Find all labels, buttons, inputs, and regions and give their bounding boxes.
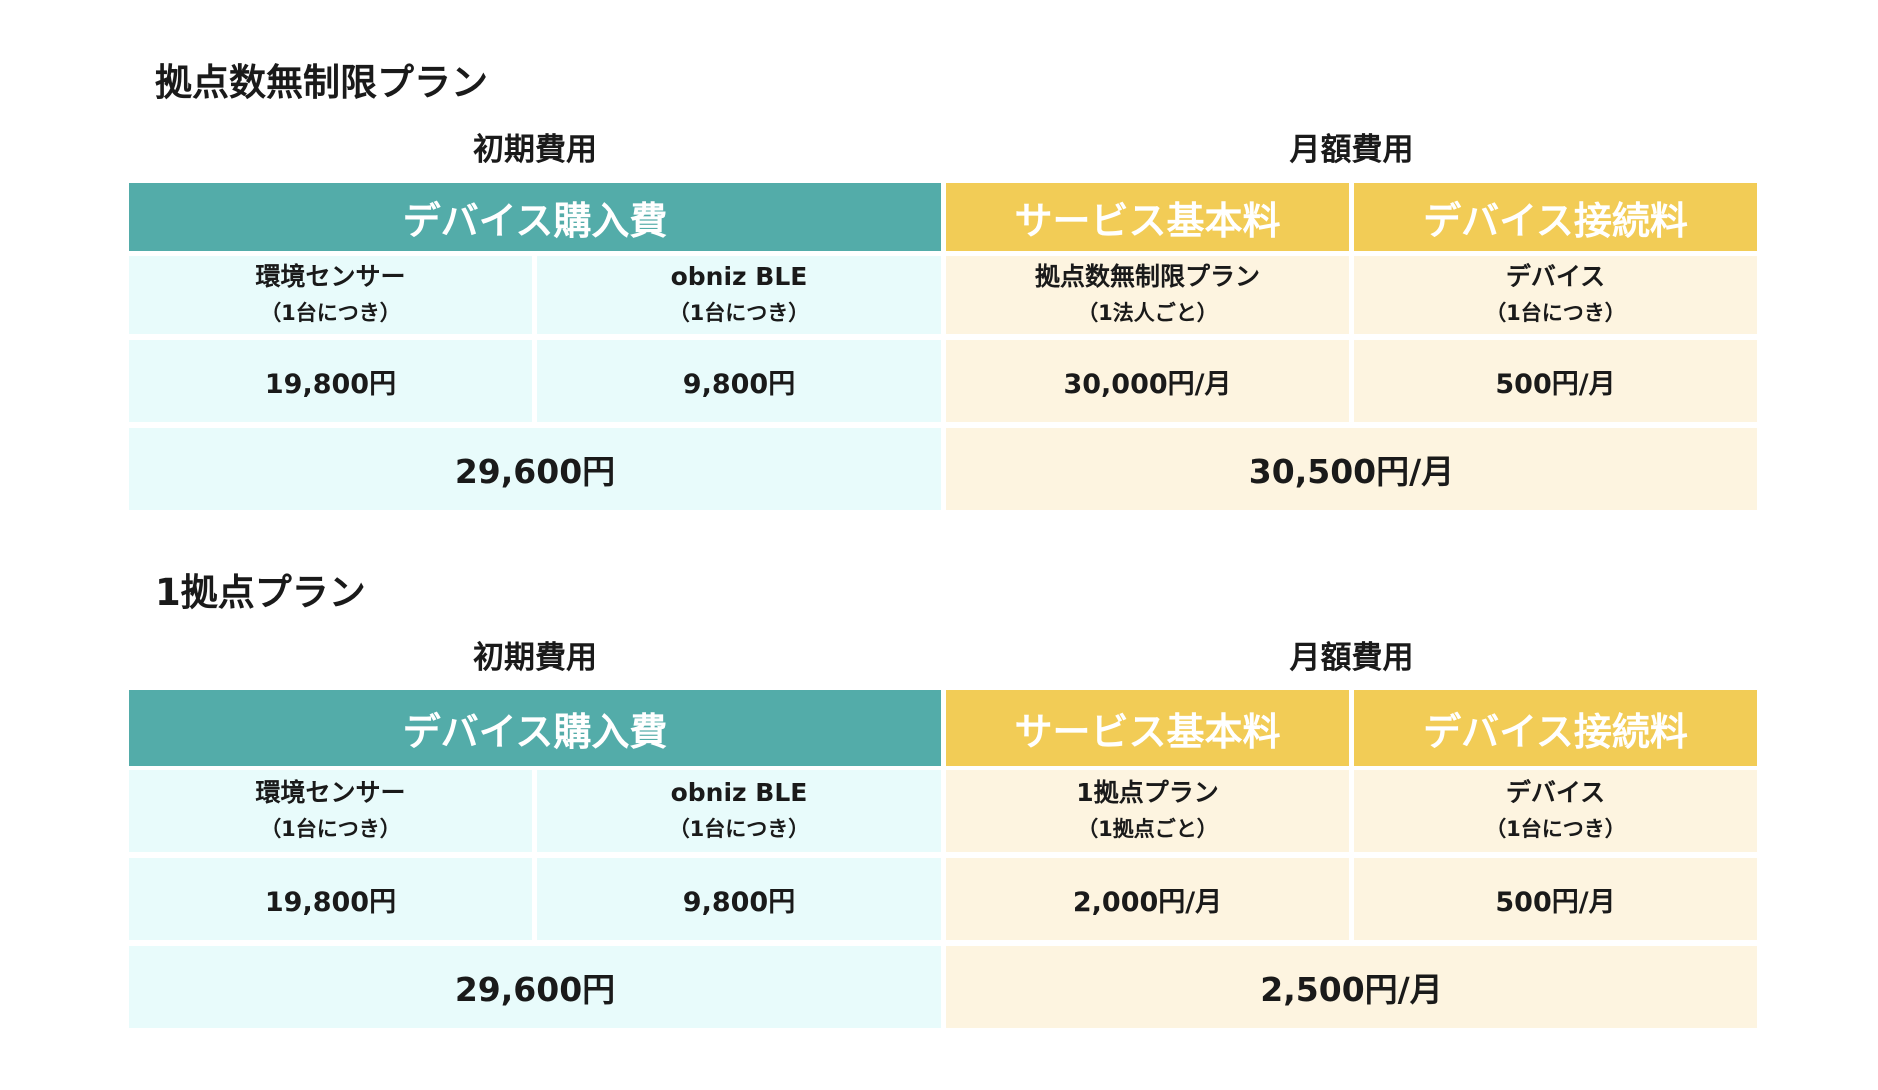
item-note: （1台につき） — [260, 817, 401, 841]
monthly-total: 30,500円/月 — [946, 428, 1757, 510]
plan-title: 拠点数無制限プラン — [155, 61, 488, 104]
item-note: （1台につき） — [668, 817, 810, 841]
item-price: 19,800円 — [129, 340, 532, 422]
item-note: （1法人ごと） — [1077, 301, 1218, 325]
item-name: 環境センサー — [255, 778, 406, 807]
monthly-total: 2,500円/月 — [946, 946, 1757, 1028]
device-connection-header: デバイス接続料 — [1354, 690, 1757, 766]
initial-cost-label: 初期費用 — [473, 132, 597, 168]
item-label-cell: デバイス （1台につき） — [1354, 256, 1757, 334]
plan-section-single-site: 1拠点プラン 初期費用 月額費用 デバイス購入費 サービス基本料 デバイス接続料… — [0, 510, 1878, 1030]
initial-total: 29,600円 — [129, 428, 941, 510]
plan-title: 1拠点プラン — [155, 571, 366, 614]
service-fee-header: サービス基本料 — [946, 690, 1349, 766]
item-label-cell: obniz BLE （1台につき） — [537, 770, 941, 852]
initial-cost-label: 初期費用 — [473, 640, 597, 676]
item-note: （1台につき） — [1485, 817, 1626, 841]
item-label-cell: デバイス （1台につき） — [1354, 770, 1757, 852]
item-name: 1拠点プラン — [1076, 778, 1219, 807]
item-price: 30,000円/月 — [946, 340, 1349, 422]
item-price: 500円/月 — [1354, 858, 1757, 940]
item-note: （1台につき） — [668, 301, 810, 325]
monthly-cost-label: 月額費用 — [1289, 640, 1414, 676]
item-label-cell: 1拠点プラン （1拠点ごと） — [946, 770, 1349, 852]
item-label-cell: obniz BLE （1台につき） — [537, 256, 941, 334]
item-price: 19,800円 — [129, 858, 532, 940]
item-label-cell: 環境センサー （1台につき） — [129, 256, 532, 334]
item-note: （1拠点ごと） — [1077, 817, 1218, 841]
device-purchase-header: デバイス購入費 — [129, 690, 941, 766]
initial-total: 29,600円 — [129, 946, 941, 1028]
item-price: 9,800円 — [537, 858, 941, 940]
item-name: 環境センサー — [255, 262, 406, 291]
monthly-cost-label: 月額費用 — [1289, 132, 1414, 168]
item-name: デバイス — [1505, 778, 1606, 807]
item-name: デバイス — [1505, 262, 1606, 291]
item-note: （1台につき） — [260, 301, 401, 325]
item-label-cell: 拠点数無制限プラン （1法人ごと） — [946, 256, 1349, 334]
device-connection-header: デバイス接続料 — [1354, 183, 1757, 251]
service-fee-header: サービス基本料 — [946, 183, 1349, 251]
item-price: 500円/月 — [1354, 340, 1757, 422]
item-name: obniz BLE — [670, 262, 808, 291]
item-label-cell: 環境センサー （1台につき） — [129, 770, 532, 852]
item-price: 2,000円/月 — [946, 858, 1349, 940]
item-name: obniz BLE — [670, 778, 808, 807]
device-purchase-header: デバイス購入費 — [129, 183, 941, 251]
item-name: 拠点数無制限プラン — [1034, 262, 1260, 291]
plan-section-unlimited: 拠点数無制限プラン 初期費用 月額費用 デバイス購入費 サービス基本料 デバイス… — [0, 0, 1878, 520]
item-note: （1台につき） — [1485, 301, 1626, 325]
item-price: 9,800円 — [537, 340, 941, 422]
